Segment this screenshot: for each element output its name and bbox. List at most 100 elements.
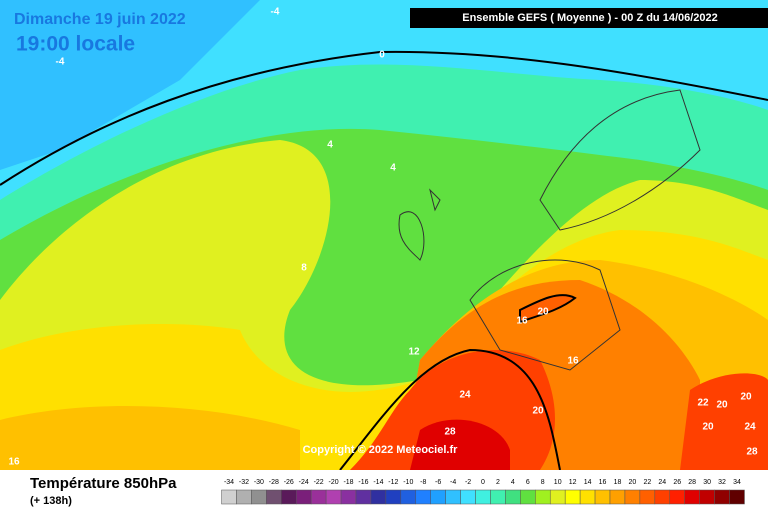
colorbar-swatch xyxy=(535,489,551,505)
colorbar-label: -32 xyxy=(239,479,249,486)
contour-label: 28 xyxy=(444,427,456,438)
contour-label: 28 xyxy=(746,447,758,458)
colorbar-label: 18 xyxy=(614,479,622,486)
contour-label: -4 xyxy=(271,7,280,18)
colorbar-swatch xyxy=(729,489,745,505)
run-banner xyxy=(410,8,768,28)
contour-label: 16 xyxy=(8,457,20,468)
time: 19:00 locale xyxy=(16,33,135,56)
colorbar-label: 24 xyxy=(658,479,666,486)
colorbar-swatch xyxy=(310,489,327,505)
colorbar-swatch xyxy=(460,489,476,505)
colorbar-label: -30 xyxy=(254,479,264,486)
colorbar-swatch xyxy=(639,489,656,505)
colorbar-swatch xyxy=(295,489,312,505)
colorbar-label: -12 xyxy=(388,479,398,486)
colorbar-swatch xyxy=(445,489,461,505)
colorbar-swatch xyxy=(281,489,297,505)
colorbar-label: 16 xyxy=(599,479,607,486)
colorbar-label: 34 xyxy=(733,479,741,486)
colorbar-label: 20 xyxy=(629,479,637,486)
colorbar-swatch xyxy=(415,489,431,505)
colorbar-label: -20 xyxy=(329,479,339,486)
colorbar-label: 30 xyxy=(703,479,711,486)
peak-zone xyxy=(410,419,510,470)
colorbar-swatch xyxy=(251,489,267,505)
colorbar-label: -10 xyxy=(403,479,413,486)
colorbar-label: 0 xyxy=(481,479,485,486)
colorbar-label: -6 xyxy=(435,479,441,486)
contour-label: 16 xyxy=(516,316,528,327)
colorbar-swatch xyxy=(370,489,387,505)
colorbar-label: -18 xyxy=(343,479,353,486)
contour-label: 4 xyxy=(390,163,396,174)
copyright: Copyright © 2022 Meteociel.fr xyxy=(303,444,459,456)
colorbar-swatch xyxy=(266,489,282,505)
colorbar-swatch xyxy=(654,489,671,505)
colorbar-swatch xyxy=(505,489,521,505)
footer-title: Température 850hPa xyxy=(30,475,177,492)
colorbar-swatch xyxy=(236,489,252,505)
colorbar-label: -34 xyxy=(224,479,234,486)
colorbar-swatch xyxy=(624,489,641,505)
contour-label: 24 xyxy=(744,422,756,433)
contour-label: 16 xyxy=(567,356,579,367)
colorbar-label: -2 xyxy=(465,479,471,486)
colorbar-swatch xyxy=(221,489,237,505)
colorbar-label: -28 xyxy=(269,479,279,486)
colorbar-label: -26 xyxy=(284,479,294,486)
colorbar-swatch xyxy=(325,489,342,505)
colorbar-label: 10 xyxy=(554,479,562,486)
colorbar-label: 4 xyxy=(511,479,515,486)
alps-isotherm xyxy=(519,294,577,324)
colorbar-label: 22 xyxy=(643,479,651,486)
colorbar-swatch xyxy=(684,489,700,505)
contour-label: 20 xyxy=(537,307,549,318)
contour-label: 20 xyxy=(532,406,544,417)
isotherm xyxy=(339,348,561,471)
cold-zone xyxy=(0,0,260,170)
colorbar-swatch xyxy=(549,489,566,505)
contour-label: 20 xyxy=(740,392,752,403)
date: Dimanche 19 juin 2022 xyxy=(14,11,186,28)
colorbar-swatch xyxy=(564,489,581,505)
colorbar-label: 12 xyxy=(569,479,577,486)
colorbar-swatch xyxy=(669,489,685,505)
colorbar-swatch xyxy=(594,489,611,505)
colorbar-label: 6 xyxy=(526,479,530,486)
contour-label: 0 xyxy=(379,50,385,61)
footer-subtitle: (+ 138h) xyxy=(30,495,72,507)
colorbar-swatch xyxy=(609,489,626,505)
colorbar-label: 28 xyxy=(688,479,696,486)
colorbar-swatch xyxy=(520,489,536,505)
colorbar-swatch xyxy=(340,489,357,505)
colorbar-swatch xyxy=(475,489,491,505)
colorbar-swatch xyxy=(400,489,417,505)
colorbar-label: -22 xyxy=(314,479,324,486)
contour-label: -4 xyxy=(56,57,65,68)
contour-label: 12 xyxy=(408,347,420,358)
colorbar-label: -4 xyxy=(450,479,456,486)
colorbar-label: 14 xyxy=(584,479,592,486)
contour-label: 22 xyxy=(697,398,709,409)
contour-label: 20 xyxy=(702,422,714,433)
colorbar-label: -8 xyxy=(420,479,426,486)
colorbar-label: -14 xyxy=(373,479,383,486)
contour-label: 24 xyxy=(459,390,471,401)
contour-label: 8 xyxy=(301,263,307,274)
colorbar-swatch xyxy=(490,489,506,505)
contour-label: 4 xyxy=(327,140,333,151)
colorbar-swatch xyxy=(714,489,730,505)
colorbar-swatch xyxy=(699,489,715,505)
colorbar-label: 2 xyxy=(496,479,500,486)
colorbar-label: 26 xyxy=(673,479,681,486)
colorbar-label: 8 xyxy=(541,479,545,486)
colorbar-label: 32 xyxy=(718,479,726,486)
run-info: Ensemble GEFS ( Moyenne ) - 00 Z du 14/0… xyxy=(462,12,718,24)
coastlines xyxy=(398,89,701,371)
colorbar-swatch xyxy=(355,489,372,505)
colorbar-label: -16 xyxy=(358,479,368,486)
zero-isotherm xyxy=(0,50,768,186)
colorbar-swatch xyxy=(579,489,596,505)
